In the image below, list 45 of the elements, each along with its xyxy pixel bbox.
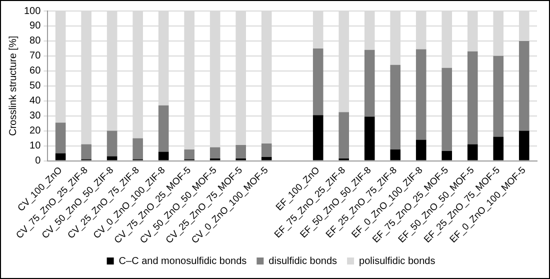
bar (416, 140, 426, 160)
y-tick-label: 100 (24, 6, 42, 17)
bar (106, 130, 118, 156)
bar (493, 56, 504, 137)
y-tick-label: 50 (30, 80, 42, 92)
bar (416, 49, 426, 140)
bar (81, 144, 92, 160)
bar (158, 152, 169, 160)
bar (390, 150, 401, 160)
y-tick-label: 0 (35, 156, 42, 167)
bar (338, 112, 349, 159)
bar (312, 115, 324, 160)
bar (518, 40, 530, 131)
y-tick-label: 70 (30, 50, 42, 62)
bar (364, 50, 375, 117)
bar (236, 145, 246, 159)
y-tick-label: 90 (30, 20, 42, 32)
y-tick-label: 80 (30, 36, 42, 47)
y-tick-label: 30 (30, 110, 42, 122)
bar (184, 150, 194, 160)
bar (55, 122, 66, 154)
bar (210, 147, 220, 159)
bar (518, 130, 530, 160)
bar (312, 48, 324, 116)
bar (261, 157, 272, 160)
bar (132, 138, 143, 160)
bar (364, 116, 375, 160)
bar (467, 144, 478, 160)
legend-label: polisulfidic bonds (359, 256, 436, 267)
bar (493, 136, 504, 160)
bar (261, 144, 272, 158)
bar (55, 153, 66, 160)
bar (158, 105, 169, 152)
bar (467, 51, 478, 144)
legend-label: C–C and monosulfidic bonds (118, 256, 247, 267)
y-tick-label: 10 (30, 140, 42, 152)
bar (106, 156, 118, 160)
bar (442, 151, 452, 160)
bar (390, 64, 401, 150)
y-tick-label: 20 (30, 126, 42, 137)
y-tick-label: 60 (30, 66, 42, 77)
y-tick-label: 40 (30, 96, 42, 107)
legend-label: disulfidic bonds (268, 256, 338, 267)
bar (442, 68, 452, 152)
y-axis-title: Crosslink structure [%] (8, 36, 19, 136)
